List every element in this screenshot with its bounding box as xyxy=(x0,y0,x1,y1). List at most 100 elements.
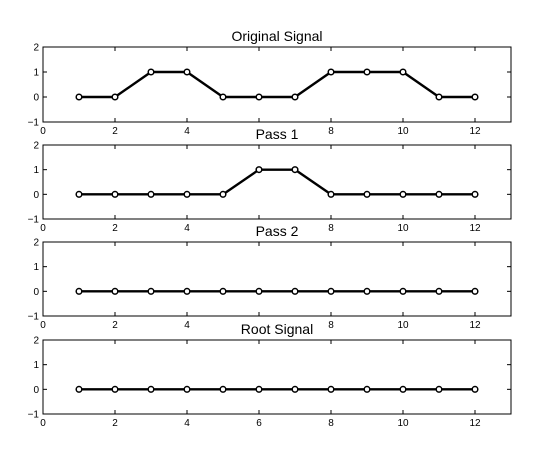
data-point xyxy=(111,287,119,295)
y-tick-label: 1 xyxy=(33,68,39,79)
data-point xyxy=(183,385,191,393)
data-point xyxy=(435,93,443,101)
y-tick-label: 2 xyxy=(33,43,39,54)
data-point xyxy=(363,385,371,393)
data-point xyxy=(363,68,371,76)
data-point xyxy=(363,190,371,198)
y-tick-label: 0 xyxy=(33,190,39,201)
data-point xyxy=(291,93,299,101)
data-point xyxy=(183,190,191,198)
series-line xyxy=(79,70,475,99)
x-tick-label: 4 xyxy=(184,418,190,429)
data-point xyxy=(111,385,119,393)
x-tick-label: 4 xyxy=(184,320,190,331)
data-point xyxy=(435,287,443,295)
data-point xyxy=(75,385,83,393)
y-tick-label: 2 xyxy=(33,141,39,152)
axes-frame xyxy=(42,339,512,415)
data-point xyxy=(327,68,335,76)
data-point xyxy=(327,190,335,198)
x-tick-label: 8 xyxy=(328,126,334,137)
axes-frame xyxy=(42,46,512,123)
data-point xyxy=(219,190,227,198)
data-point xyxy=(147,287,155,295)
data-point xyxy=(183,68,191,76)
x-tick-label: 8 xyxy=(328,223,334,234)
data-point xyxy=(327,385,335,393)
data-point xyxy=(255,166,263,174)
y-tick-label: 2 xyxy=(33,336,39,347)
x-tick-label: 0 xyxy=(40,320,46,331)
data-point xyxy=(399,385,407,393)
data-point xyxy=(219,93,227,101)
data-point xyxy=(255,287,263,295)
x-tick-label: 0 xyxy=(40,223,46,234)
data-point xyxy=(219,287,227,295)
subplot-title: Pass 2 xyxy=(256,223,299,239)
x-tick-label: 2 xyxy=(112,418,118,429)
data-point xyxy=(471,190,479,198)
data-point xyxy=(399,287,407,295)
y-tick-label: 0 xyxy=(33,93,39,104)
axes-frame xyxy=(42,241,512,317)
x-tick-label: 6 xyxy=(256,418,262,429)
y-tick-label: 0 xyxy=(33,287,39,298)
data-point xyxy=(435,190,443,198)
x-tick-label: 10 xyxy=(397,320,409,331)
data-point xyxy=(219,385,227,393)
data-point xyxy=(435,385,443,393)
y-tick-label: −1 xyxy=(28,118,40,129)
x-tick-label: 2 xyxy=(112,126,118,137)
data-point xyxy=(471,287,479,295)
y-tick-label: −1 xyxy=(28,215,40,226)
data-point xyxy=(363,287,371,295)
x-tick-label: 8 xyxy=(328,418,334,429)
data-point xyxy=(255,93,263,101)
y-tick-label: 0 xyxy=(33,385,39,396)
data-point xyxy=(75,93,83,101)
data-point xyxy=(291,287,299,295)
series-line xyxy=(79,168,475,196)
x-tick-label: 2 xyxy=(112,223,118,234)
subplot-title: Root Signal xyxy=(241,321,313,337)
x-tick-label: 2 xyxy=(112,320,118,331)
data-point xyxy=(291,166,299,174)
y-tick-label: 1 xyxy=(33,262,39,273)
x-tick-label: 10 xyxy=(397,126,409,137)
data-point xyxy=(291,385,299,393)
y-tick-label: 1 xyxy=(33,360,39,371)
x-tick-label: 0 xyxy=(40,126,46,137)
data-point xyxy=(471,385,479,393)
data-point xyxy=(111,190,119,198)
data-point xyxy=(183,287,191,295)
data-point xyxy=(399,190,407,198)
y-tick-label: −1 xyxy=(28,312,40,323)
data-point xyxy=(111,93,119,101)
y-tick-label: −1 xyxy=(28,410,40,421)
subplot-title: Pass 1 xyxy=(256,126,299,142)
data-point xyxy=(147,190,155,198)
data-point xyxy=(75,287,83,295)
data-point xyxy=(471,93,479,101)
x-tick-label: 0 xyxy=(40,418,46,429)
data-point xyxy=(255,385,263,393)
subplot-title: Original Signal xyxy=(231,28,322,44)
x-tick-label: 4 xyxy=(184,223,190,234)
data-point xyxy=(147,385,155,393)
x-tick-label: 10 xyxy=(397,418,409,429)
y-tick-label: 1 xyxy=(33,165,39,176)
x-tick-label: 12 xyxy=(469,126,481,137)
data-point xyxy=(75,190,83,198)
x-tick-label: 4 xyxy=(184,126,190,137)
x-tick-label: 12 xyxy=(469,418,481,429)
data-point xyxy=(327,287,335,295)
data-point xyxy=(147,68,155,76)
axes-frame xyxy=(42,144,512,220)
x-tick-label: 12 xyxy=(469,223,481,234)
x-tick-label: 8 xyxy=(328,320,334,331)
